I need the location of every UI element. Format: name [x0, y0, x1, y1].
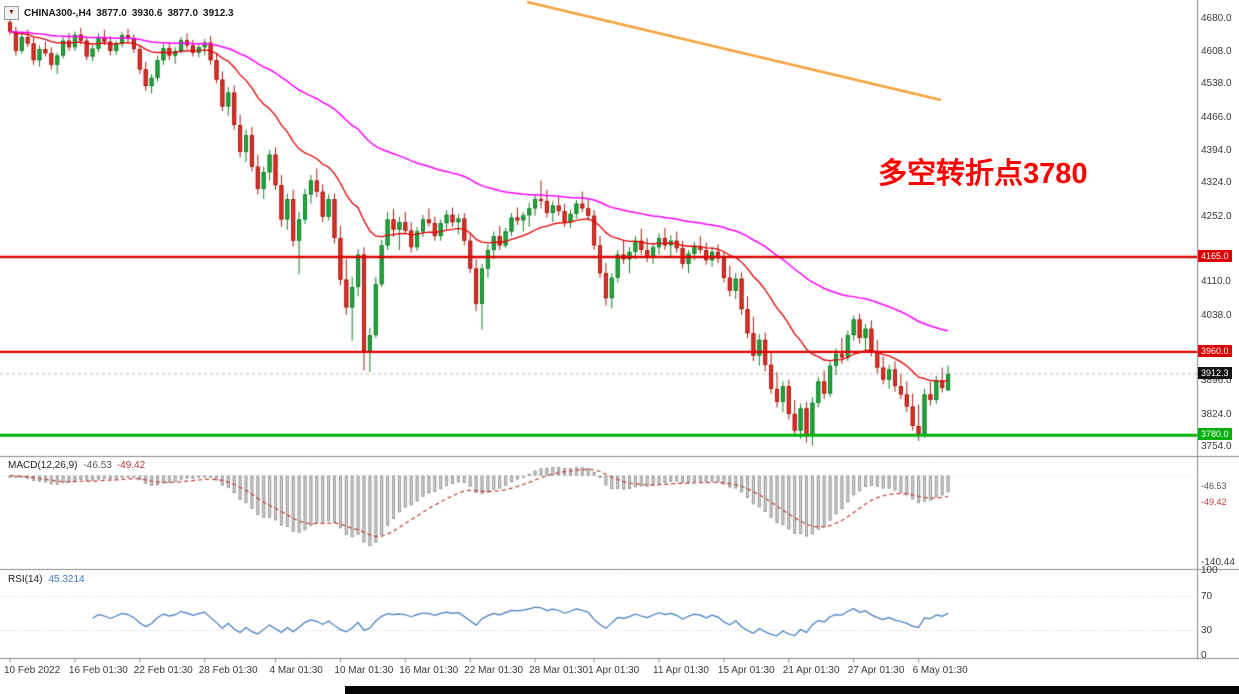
- price-tick-label: 4394.0: [1201, 144, 1232, 156]
- rsi-name-label: RSI(14): [8, 574, 43, 585]
- price-tick-label: 3754.0: [1201, 441, 1232, 453]
- price-tick-label: 4324.0: [1201, 177, 1232, 189]
- price-tick-label: 4038.0: [1201, 309, 1232, 321]
- symbol-timeframe-label: CHINA300-,H4: [24, 7, 92, 19]
- chart-title-bar: ▼ CHINA300-,H4 3877.0 3930.6 3877.0 3912…: [4, 6, 234, 20]
- price-tick-label: 4608.0: [1201, 45, 1232, 57]
- price-tick-label: 3824.0: [1201, 408, 1232, 420]
- price-tick-label: 4466.0: [1201, 111, 1232, 123]
- rsi-scale-label: 70: [1201, 590, 1213, 602]
- price-axis[interactable]: 4680.0 4608.0 4538.0 4466.0 4394.0 4324.0 4252…: [1198, 0, 1239, 683]
- rsi-scale-label: 0: [1201, 650, 1207, 661]
- time-tick-label: 11 Apr 01:30: [653, 665, 709, 676]
- time-tick-label: 28 Mar 01:30: [529, 665, 589, 676]
- time-tick-label: 22 Feb 01:30: [133, 665, 193, 676]
- time-tick-label: 16 Feb 01:30: [68, 665, 128, 676]
- time-tick-label: 22 Mar 01:30: [464, 665, 524, 676]
- time-tick-label: 4 Mar 01:30: [269, 665, 323, 676]
- time-tick-label: 10 Feb 2022: [4, 665, 61, 676]
- time-axis[interactable]: 10 Feb 2022 16 Feb 01:30 22 Feb 01:30 28 Fe…: [0, 660, 1197, 683]
- ohlc-open-value: 3877.0: [96, 7, 127, 19]
- macd-main-value: -46.53: [83, 460, 112, 471]
- hline-price-badge: 4165.0: [1198, 249, 1232, 262]
- time-tick-label: 15 Apr 01:30: [717, 665, 775, 676]
- time-tick-label: 1 Apr 01:30: [588, 665, 640, 676]
- hline-price-badge: 3960.0: [1198, 344, 1232, 357]
- ohlc-close-value: 3912.3: [203, 7, 234, 19]
- time-tick-label: 16 Mar 01:30: [399, 665, 459, 676]
- macd-scale-label: -140.44: [1201, 557, 1235, 569]
- annotation-text: 多空转折点3780: [878, 158, 1088, 190]
- price-tick-label: 3896.0: [1201, 375, 1232, 387]
- bottom-dark-strip: [345, 686, 1239, 694]
- macd-signal-current-value: -49.42: [1201, 497, 1227, 508]
- hline-price-badge: 3780.0: [1198, 428, 1232, 441]
- time-tick-label: 21 Apr 01:30: [782, 665, 840, 676]
- ohlc-high-value: 3930.6: [131, 7, 163, 19]
- macd-name-label: MACD(12,26,9): [8, 460, 78, 471]
- current-price-badge: 3912.3: [1198, 366, 1232, 379]
- symbol-dropdown-icon[interactable]: ▼: [4, 6, 19, 20]
- price-tick-label: 4680.0: [1201, 12, 1232, 24]
- rsi-value: 45.3214: [48, 574, 85, 585]
- rsi-scale-label: 30: [1201, 624, 1213, 636]
- macd-signal-value: -49.42: [116, 460, 146, 471]
- time-tick-label: 10 Mar 01:30: [334, 665, 394, 676]
- rsi-scale-label: 100: [1201, 565, 1218, 576]
- price-tick-label: 4252.0: [1201, 210, 1232, 222]
- time-tick-label: 6 May 01:30: [912, 665, 968, 676]
- ohlc-low-value: 3877.0: [167, 7, 199, 19]
- time-tick-label: 27 Apr 01:30: [847, 665, 905, 676]
- time-tick-label: 28 Feb 01:30: [198, 665, 258, 676]
- macd-current-value: -46.53: [1201, 481, 1227, 492]
- price-tick-label: 4538.0: [1201, 78, 1232, 90]
- macd-indicator-label: MACD(12,26,9) -46.53 -49.42: [8, 460, 145, 471]
- rsi-indicator-label: RSI(14) 45.3214: [8, 574, 85, 585]
- price-tick-label: 4110.0: [1201, 276, 1231, 288]
